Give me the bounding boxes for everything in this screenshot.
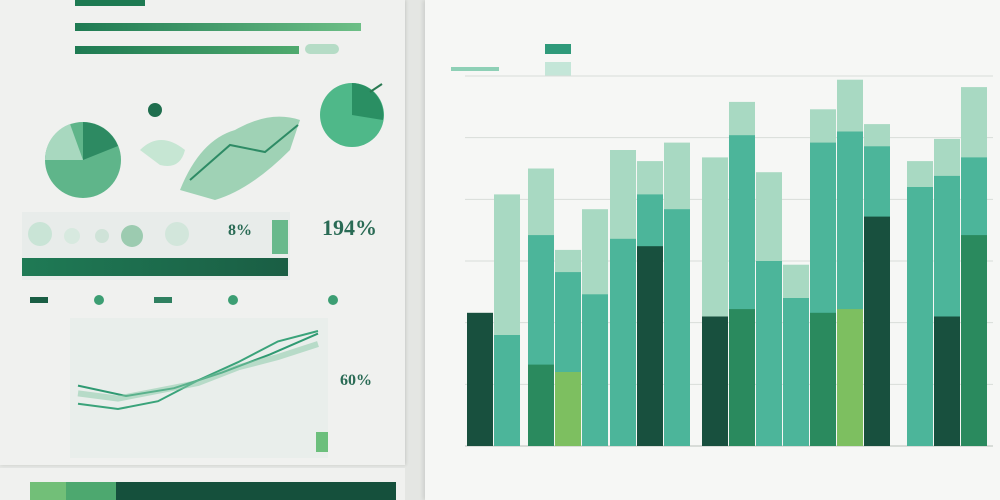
legend-swatch-4 — [228, 295, 238, 305]
bar-mid — [664, 209, 690, 446]
bottom-bar-segment-1 — [30, 482, 66, 500]
bar-front — [555, 372, 581, 446]
line-chart-end-bar — [316, 432, 328, 452]
bar-chart-svg — [465, 75, 993, 447]
line-series — [77, 341, 319, 402]
pie-pointer — [369, 83, 383, 93]
left-dashboard-panel: 8% 194% 60% — [0, 0, 405, 465]
kpi-card — [22, 212, 290, 280]
stat-b-value: 194% — [322, 215, 377, 240]
bar-mid — [907, 187, 933, 446]
bar-mid — [610, 238, 636, 446]
legend-row — [30, 293, 390, 307]
bar-front — [729, 309, 755, 446]
line-chart-card — [70, 318, 328, 458]
top-progress-bar-2 — [75, 23, 361, 31]
pie-slice-left — [83, 122, 118, 160]
top-progress-bar-1 — [75, 0, 145, 6]
bar-mid — [494, 335, 520, 446]
bar-front — [934, 316, 960, 446]
legend-swatch-1 — [30, 297, 48, 303]
legend-swatch-a — [545, 44, 571, 54]
map-shape-2 — [180, 116, 300, 200]
legend-swatch-3 — [154, 297, 172, 303]
kpi-progress-bar — [22, 258, 288, 276]
pie-slice-left-2 — [44, 124, 83, 160]
bar-front — [528, 364, 554, 446]
line-chart — [77, 330, 319, 411]
map-trend-line — [189, 124, 299, 181]
stat-a-value: 8% — [228, 222, 252, 239]
legend-swatch-2 — [94, 295, 104, 305]
map-shape-1 — [140, 140, 185, 166]
bar-mid — [783, 298, 809, 446]
legend-swatch-5 — [328, 295, 338, 305]
bar-chart-panel — [425, 0, 1000, 500]
bar-mid — [582, 294, 608, 446]
bottom-bar-segment-3 — [116, 482, 396, 500]
kpi-circles — [28, 222, 189, 247]
bar-front — [702, 316, 728, 446]
bar-front — [837, 309, 863, 446]
kpi-mini-bar — [272, 220, 288, 254]
line-series — [77, 332, 319, 398]
bottom-progress-card — [0, 468, 405, 500]
infographic-shapes — [44, 83, 384, 200]
legend-swatch-b — [545, 62, 571, 76]
bar-front — [961, 235, 987, 446]
pin-icon — [148, 103, 162, 117]
bar-front — [467, 312, 493, 446]
top-progress-pill — [305, 44, 339, 54]
bottom-bar-segment-2 — [66, 482, 116, 500]
bar-front — [637, 246, 663, 446]
legend-line-b — [451, 67, 499, 71]
bar-front — [810, 312, 836, 446]
bar-front — [864, 216, 890, 446]
stat-c-value: 60% — [340, 372, 372, 389]
bar-mid — [756, 261, 782, 446]
pie-slice-right — [352, 83, 384, 120]
top-progress-bar-3 — [75, 46, 299, 54]
